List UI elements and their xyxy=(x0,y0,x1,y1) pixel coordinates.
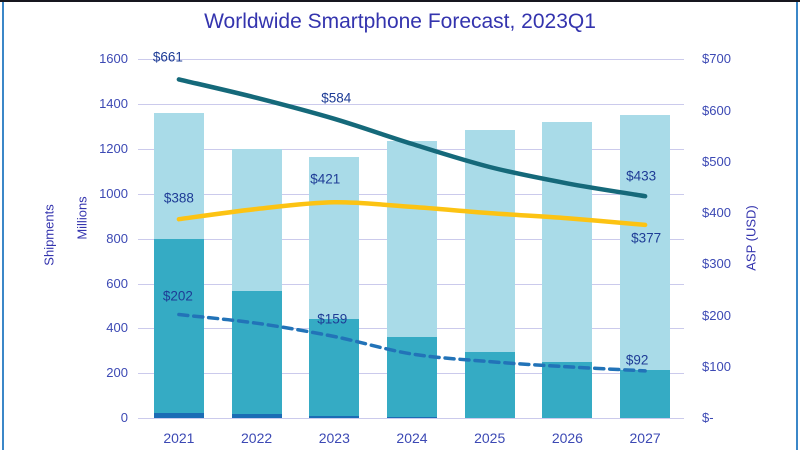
bar-2021-segment-dark-blue-bottom xyxy=(153,413,204,418)
data-label-yellow-asp-line-2021: $388 xyxy=(163,190,194,206)
left-axis-tick-label: 1400 xyxy=(99,96,128,112)
bar-2023-segment-dark-blue-bottom xyxy=(309,416,360,418)
left-axis-tick-label: 1200 xyxy=(99,141,128,157)
bar-2022-segment-medium-teal xyxy=(231,291,282,415)
right-axis-title-asp: ASP (USD) xyxy=(743,205,759,271)
left-axis-tick-label: 200 xyxy=(106,365,128,381)
data-label-yellow-asp-line-2023: $421 xyxy=(310,171,341,187)
bar-2021-segment-light-blue-top xyxy=(153,113,204,239)
right-axis-tick-label: $- xyxy=(702,410,714,425)
x-axis-year-label: 2027 xyxy=(629,430,661,446)
frame-border-right xyxy=(796,2,798,450)
bar-2026-segment-medium-teal xyxy=(542,362,593,418)
bar-2027-segment-medium-teal xyxy=(620,369,671,418)
frame-border-left xyxy=(2,2,4,450)
bar-2025-segment-medium-teal xyxy=(464,351,515,418)
x-axis-year-label: 2023 xyxy=(318,430,350,446)
right-axis-tick-label: $600 xyxy=(702,102,731,118)
x-axis-year-label: 2024 xyxy=(396,430,428,446)
data-label-teal-asp-line-2021: $661 xyxy=(152,49,183,65)
chart-title: Worldwide Smartphone Forecast, 2023Q1 xyxy=(204,10,596,33)
grid-line xyxy=(138,104,684,106)
left-axis-tick-label: 1600 xyxy=(99,51,128,67)
data-label-blue-dashed-asp-line-2021: $202 xyxy=(162,288,193,303)
left-axis-tick-label: 0 xyxy=(120,410,128,425)
x-axis-year-label: 2021 xyxy=(163,430,195,446)
right-axis-tick-label: $400 xyxy=(702,205,731,221)
bar-2021-segment-medium-teal xyxy=(153,238,204,414)
data-label-teal-asp-line-2027: $433 xyxy=(626,168,657,184)
bar-2025-segment-light-blue-top xyxy=(464,130,515,352)
right-axis-tick-label: $500 xyxy=(702,153,731,169)
x-axis-baseline xyxy=(138,418,684,419)
data-label-teal-asp-line-2023: $584 xyxy=(321,90,352,106)
x-axis-year-label: 2026 xyxy=(551,430,583,446)
x-axis-year-label: 2022 xyxy=(241,430,273,446)
data-label-blue-dashed-asp-line-2027: $92 xyxy=(625,352,649,368)
bar-2022-segment-dark-blue-bottom xyxy=(231,414,282,418)
data-label-blue-dashed-asp-line-2023: $159 xyxy=(317,311,348,326)
left-axis-tick-label: 800 xyxy=(106,230,128,246)
bar-2024-segment-dark-blue-bottom xyxy=(387,417,437,418)
right-axis-tick-label: $700 xyxy=(702,51,731,67)
bar-2023-segment-medium-teal xyxy=(309,319,360,416)
x-axis-year-label: 2025 xyxy=(474,430,506,446)
left-axis-title-shipments: Shipments xyxy=(41,204,57,266)
left-axis-tick-label: 400 xyxy=(106,320,128,336)
data-label-yellow-asp-line-2027: $377 xyxy=(631,230,662,246)
right-axis-tick-label: $300 xyxy=(702,256,731,272)
right-axis-tick-label: $200 xyxy=(702,307,731,323)
grid-line xyxy=(138,59,684,61)
bar-2022-segment-light-blue-top xyxy=(231,149,282,292)
bar-2024-segment-light-blue-top xyxy=(387,141,437,338)
bar-2026-segment-light-blue-top xyxy=(542,122,593,362)
right-axis-tick-label: $100 xyxy=(702,358,731,374)
left-axis-tick-label: 600 xyxy=(106,275,128,291)
bar-2024-segment-medium-teal xyxy=(387,337,437,418)
left-axis-tick-label: 1000 xyxy=(99,185,128,201)
